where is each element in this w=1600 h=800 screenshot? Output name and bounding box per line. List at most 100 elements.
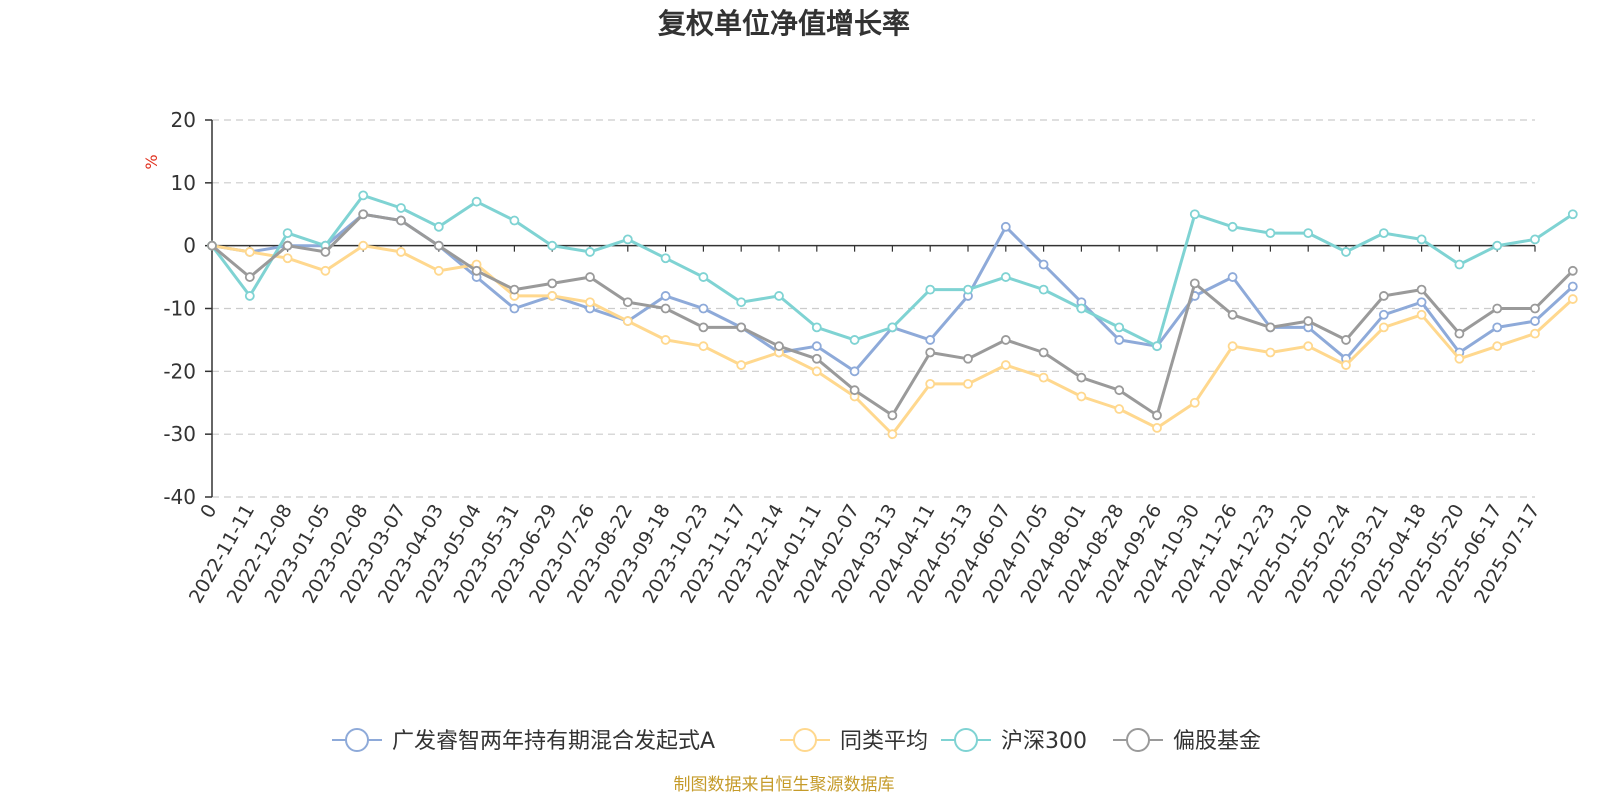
data-point (849, 335, 860, 345)
data-point (1076, 372, 1087, 383)
data-point (660, 253, 671, 264)
data-point (396, 247, 406, 257)
data-point (396, 215, 406, 226)
data-point (1416, 234, 1427, 245)
data-point (244, 272, 255, 282)
data-point (358, 190, 369, 201)
legend-marker (954, 728, 978, 752)
x-tick-labels: 02022-11-112022-12-082023-01-052023-02-0… (185, 501, 1544, 608)
data-point (1303, 316, 1314, 326)
data-point (1378, 309, 1389, 320)
data-point (1454, 328, 1465, 339)
data-point (1152, 422, 1162, 433)
data-point (698, 341, 709, 352)
data-point (925, 335, 936, 345)
data-point (963, 353, 973, 364)
y-tick-label: -40 (163, 485, 196, 509)
legend-item-0[interactable]: 广发睿智两年持有期混合发起式A (332, 728, 715, 754)
data-point (925, 347, 936, 358)
y-axis-unit: % (142, 154, 161, 169)
legend-item-2[interactable]: 沪深300 (941, 728, 1087, 754)
data-point (509, 284, 520, 295)
data-point (1303, 341, 1314, 352)
data-point (736, 322, 747, 333)
x-tick-label: 0 (196, 501, 221, 522)
data-point (358, 240, 369, 251)
y-tick-label: 10 (171, 171, 196, 195)
data-point (1189, 209, 1200, 220)
y-tick-label: -30 (163, 422, 196, 446)
data-point (1341, 247, 1351, 257)
data-point (887, 322, 898, 333)
grid-lines (212, 119, 1535, 498)
y-tick-label: 0 (183, 234, 196, 258)
legend-item-1[interactable]: 同类平均 (780, 728, 928, 754)
legend-label: 广发睿智两年持有期混合发起式A (392, 729, 715, 754)
data-point (811, 353, 822, 364)
data-point (585, 297, 595, 308)
data-point (1265, 322, 1276, 333)
data-point (660, 291, 671, 301)
data-point (1454, 259, 1465, 270)
data-point (811, 341, 822, 352)
data-point (509, 215, 520, 226)
data-point (1000, 221, 1011, 232)
data-point (585, 247, 595, 257)
chart-title: 复权单位净值增长率 (658, 7, 910, 40)
data-point (1114, 385, 1125, 396)
data-point (1038, 372, 1049, 383)
data-point (358, 209, 369, 220)
data-point (622, 297, 633, 308)
data-point (282, 228, 293, 239)
data-point (207, 240, 217, 251)
legend-label: 沪深300 (1001, 729, 1087, 754)
data-point (471, 265, 482, 276)
series-lines (207, 190, 1578, 440)
data-point (1227, 221, 1238, 232)
y-tick-label: -10 (163, 297, 196, 321)
data-point (811, 322, 822, 333)
data-point (1114, 322, 1125, 333)
data-point (1303, 228, 1314, 239)
data-point (1189, 397, 1200, 408)
data-point (320, 247, 331, 257)
data-point (1038, 284, 1049, 295)
data-point (1378, 291, 1389, 301)
data-point (282, 240, 293, 251)
data-point (1341, 360, 1351, 370)
legend[interactable]: 广发睿智两年持有期混合发起式A 同类平均 沪深300 偏股基金 (332, 728, 1261, 754)
data-point (1530, 328, 1540, 339)
data-point (585, 272, 595, 282)
data-point (1492, 240, 1503, 251)
data-point (1265, 228, 1276, 239)
data-point (282, 253, 293, 264)
data-point (1038, 347, 1049, 358)
legend-marker (793, 728, 817, 752)
data-point (1000, 272, 1011, 282)
data-point (1076, 303, 1087, 314)
data-point (547, 240, 558, 251)
data-point (849, 385, 860, 396)
data-point (1227, 341, 1238, 352)
data-point (963, 284, 973, 295)
data-point (1492, 303, 1503, 314)
data-point (774, 341, 784, 352)
series-line-1 (210, 244, 1575, 436)
data-point (925, 284, 936, 295)
data-point (698, 272, 709, 282)
data-point (736, 360, 747, 370)
data-point (660, 335, 671, 345)
data-point (1114, 335, 1125, 345)
data-point (660, 303, 671, 314)
series-line-3 (210, 212, 1575, 417)
data-point (774, 291, 784, 301)
data-point (1378, 322, 1389, 333)
y-tick-label: 20 (171, 108, 196, 132)
data-point (887, 429, 898, 440)
data-point (1114, 404, 1125, 414)
legend-item-3[interactable]: 偏股基金 (1113, 728, 1261, 754)
data-point (887, 410, 898, 421)
data-point (1567, 265, 1578, 276)
data-point (244, 291, 255, 301)
data-point (1000, 335, 1011, 345)
